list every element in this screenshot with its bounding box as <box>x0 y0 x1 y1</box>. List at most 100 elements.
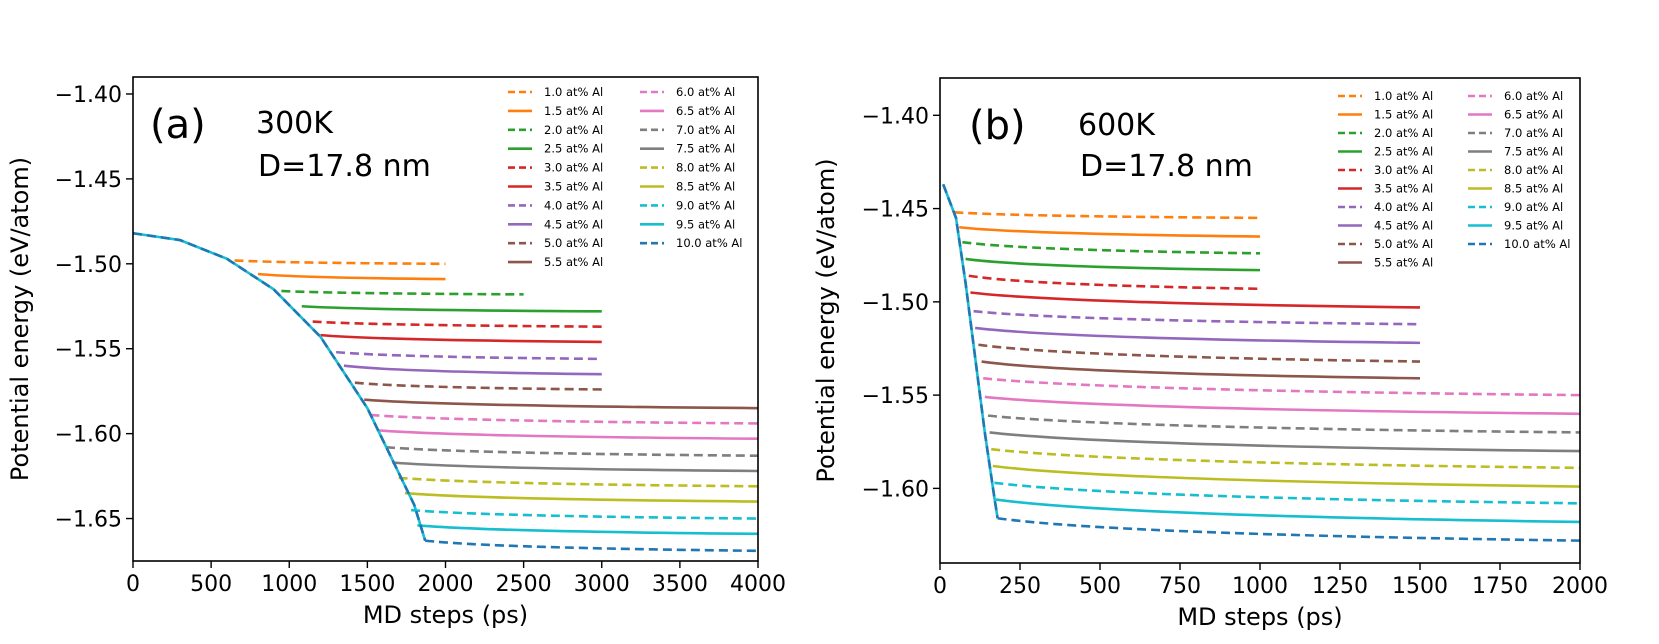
series-line-6.0-al <box>983 377 1580 397</box>
y-tick-label: −1.40 <box>55 83 122 108</box>
x-tick-label: 250 <box>999 574 1041 599</box>
legend-entry: 7.5 at% Al <box>1504 145 1563 159</box>
series-line-5.5-al <box>364 398 758 410</box>
x-axis-label: MD steps (ps) <box>363 601 528 629</box>
x-tick-label: 1500 <box>339 572 395 597</box>
y-tick-label: −1.40 <box>862 104 929 129</box>
series-line-1.0-al <box>954 211 1261 220</box>
legend-entry: 8.0 at% Al <box>1504 163 1563 177</box>
legend-entry: 2.0 at% Al <box>544 123 603 137</box>
series-line-8.5-al <box>992 464 1580 488</box>
x-tick-label: 4000 <box>730 572 786 597</box>
legend-entry: 1.5 at% Al <box>544 104 603 118</box>
x-tick-label: 2500 <box>496 572 552 597</box>
series-line-5.5-al <box>981 360 1421 380</box>
x-tick-label: 1500 <box>1392 574 1448 599</box>
series-line-4.5-al <box>343 364 602 376</box>
legend-entry: 6.5 at% Al <box>676 104 735 118</box>
temperature-annotation: 600K <box>1078 108 1156 143</box>
plot-area <box>133 231 758 553</box>
legend-entry: 5.0 at% Al <box>544 236 603 250</box>
series-line-10.0-al <box>997 516 1580 542</box>
y-tick-label: −1.55 <box>862 384 929 409</box>
legend-entry: 1.0 at% Al <box>1374 89 1433 103</box>
x-tick-label: 0 <box>933 574 947 599</box>
series-line-7.0-al <box>386 445 758 458</box>
legend-entry: 9.0 at% Al <box>1504 200 1563 214</box>
plot-area <box>941 183 1580 542</box>
legend-entry: 4.0 at% Al <box>544 198 603 212</box>
legend-entry: 7.0 at% Al <box>676 123 735 137</box>
y-tick-label: −1.65 <box>55 508 122 533</box>
legend-entry: 2.5 at% Al <box>1374 145 1433 159</box>
legend-entry: 7.0 at% Al <box>1504 126 1563 140</box>
series-line-1.5-al <box>257 272 446 281</box>
x-tick-label: 3000 <box>574 572 630 597</box>
y-tick-label: −1.50 <box>55 253 122 278</box>
legend-entry: 10.0 at% Al <box>1504 237 1570 251</box>
y-axis-label: Potential energy (eV/atom) <box>812 158 840 482</box>
series-line-9.5-al <box>995 498 1580 524</box>
legend-entry: 5.0 at% Al <box>1374 237 1433 251</box>
series-line-8.5-al <box>404 491 758 503</box>
legend-entry: 3.5 at% Al <box>1374 182 1433 196</box>
series-line-2.5-al <box>301 304 602 313</box>
legend-entry: 1.5 at% Al <box>1374 108 1433 122</box>
x-axis-label: MD steps (ps) <box>1177 603 1342 631</box>
x-tick-label: 2000 <box>1552 574 1608 599</box>
y-tick-label: −1.55 <box>55 338 122 363</box>
legend-entry: 3.5 at% Al <box>544 180 603 194</box>
legend-entry: 8.0 at% Al <box>676 161 735 175</box>
y-tick-label: −1.45 <box>55 168 122 193</box>
legend-entry: 5.5 at% Al <box>1374 256 1433 270</box>
series-line-3.0-al <box>968 274 1261 291</box>
series-line-9.5-al <box>417 524 758 536</box>
series-line-8.0-al <box>398 476 758 488</box>
series-line-5.0-al <box>354 381 602 391</box>
legend-entry: 9.0 at% Al <box>676 198 735 212</box>
legend-entry: 9.5 at% Al <box>676 217 735 231</box>
y-tick-label: −1.60 <box>55 423 122 448</box>
series-line-5.0-al <box>978 343 1421 363</box>
legend-entry: 4.5 at% Al <box>544 217 603 231</box>
legend-entry: 8.5 at% Al <box>1504 182 1563 196</box>
legend-entry: 2.0 at% Al <box>1374 126 1433 140</box>
series-line-7.5-al <box>392 461 758 473</box>
panel-b: 0 250 500 750 1000 1250 1500 1750 2000 −1.60 −1.55… <box>812 77 1608 631</box>
series-line-3.0-al <box>312 320 602 328</box>
series-line-8.0-al <box>991 447 1580 470</box>
panel-label: (b) <box>969 103 1026 149</box>
temperature-annotation: 300K <box>256 106 334 141</box>
panel-a: 0 500 1000 1500 2000 2500 3000 3500 4000 −1.65 −1.… <box>6 76 786 629</box>
x-tick-label: 1250 <box>1312 574 1368 599</box>
series-line-10.0-al <box>425 539 758 553</box>
series-line-9.0-al <box>994 481 1580 505</box>
x-tick-label: 750 <box>1159 574 1201 599</box>
trunk-line-dashed <box>941 183 999 519</box>
legend-entry: 5.5 at% Al <box>544 255 603 269</box>
legend-entry: 1.0 at% Al <box>544 85 603 99</box>
legend-entry: 4.0 at% Al <box>1374 200 1433 214</box>
x-tick-label: 500 <box>1079 574 1121 599</box>
series-line-1.0-al <box>234 259 446 266</box>
size-annotation: D=17.8 nm <box>258 149 431 184</box>
x-tick-label: 2000 <box>418 572 474 597</box>
trunk-line-dashed <box>133 231 427 542</box>
y-tick-label: −1.45 <box>862 198 929 223</box>
series-line-7.0-al <box>987 414 1580 434</box>
legend-entry: 3.0 at% Al <box>544 161 603 175</box>
series-line-6.0-al <box>370 413 758 425</box>
legend-entry: 9.5 at% Al <box>1504 219 1563 233</box>
series-line-4.0-al <box>973 309 1421 326</box>
y-axis-label: Potential energy (eV/atom) <box>6 157 34 481</box>
y-tick-label: −1.50 <box>862 291 929 316</box>
legend-entry: 4.5 at% Al <box>1374 219 1433 233</box>
series-line-2.0-al <box>281 289 524 296</box>
legend-entry: 6.0 at% Al <box>1504 89 1563 103</box>
x-tick-label: 500 <box>190 572 232 597</box>
series-line-3.5-al <box>320 333 602 344</box>
x-tick-label: 1000 <box>261 572 317 597</box>
y-tick-label: −1.60 <box>862 477 929 502</box>
series-line-6.5-al <box>376 428 758 441</box>
